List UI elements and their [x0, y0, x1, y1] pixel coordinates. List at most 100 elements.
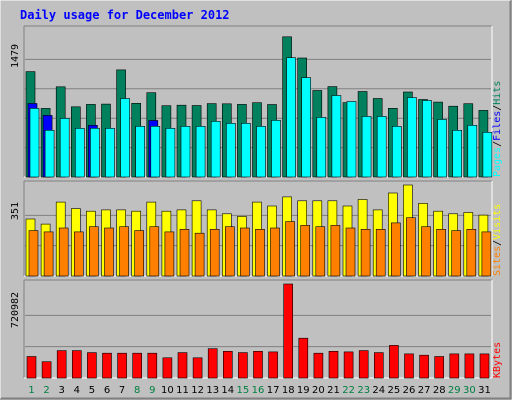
- legend-separator: /: [492, 240, 503, 246]
- chart-panels: 1479Pages/Files/Hits351Sites/Visits72098…: [10, 25, 503, 379]
- bar-kbytes-day-4: [72, 350, 82, 379]
- day-label-6: 6: [104, 385, 110, 396]
- bar-sites-day-7: [119, 226, 129, 277]
- bar-pages-day-14: [226, 123, 236, 178]
- day-label-16: 16: [252, 385, 265, 396]
- bar-sites-day-25: [390, 222, 401, 277]
- bar-pages-day-15: [241, 123, 251, 178]
- day-label-23: 23: [357, 385, 370, 396]
- bar-sites-day-13: [209, 229, 220, 277]
- bar-sites-day-3: [58, 227, 69, 277]
- day-label-22: 22: [342, 385, 355, 396]
- bar-pages-day-2: [44, 130, 55, 178]
- day-label-20: 20: [312, 385, 325, 396]
- bar-sites-day-10: [164, 231, 175, 277]
- panel-kbytes: 720982 KBytes: [10, 279, 503, 379]
- day-label-7: 7: [119, 385, 125, 396]
- bar-pages-day-13: [210, 121, 221, 178]
- bar-pages-day-21: [331, 95, 342, 178]
- bar-pages-day-26: [407, 97, 417, 178]
- legend-item-sites: Sites: [492, 246, 503, 276]
- bar-pages-day-24: [376, 116, 387, 178]
- bar-sites-day-24: [375, 229, 386, 277]
- series-sites: [28, 217, 492, 277]
- bar-pages-day-25: [391, 126, 402, 178]
- day-label-24: 24: [372, 385, 385, 396]
- bar-sites-day-9: [149, 226, 160, 277]
- bar-sites-day-16: [255, 229, 265, 277]
- bar-sites-day-30: [466, 229, 477, 277]
- bar-sites-day-22: [345, 227, 356, 277]
- chart-title: Daily usage for December 2012: [20, 8, 230, 22]
- day-label-2: 2: [43, 385, 49, 396]
- panel-visits-sites: 351 Sites/Visits: [10, 180, 503, 277]
- ymax-label: 1479: [10, 44, 21, 68]
- day-labels: 1 2 3 4 5 6 7 8 9 10 11 12 13 14 15 16 17 18 19 20 21 22 23 24 2…: [28, 385, 491, 396]
- bar-kbytes-day-28: [434, 356, 445, 379]
- bar-pages-day-18: [286, 57, 296, 178]
- bar-pages-day-3: [59, 118, 70, 178]
- bar-kbytes-day-2: [41, 361, 52, 379]
- legend-item-hits: Hits: [492, 81, 503, 105]
- bar-pages-day-29: [452, 130, 463, 178]
- legend-hits-files-pages: Pages/Files/Hits: [492, 81, 503, 177]
- bar-kbytes-day-7: [117, 352, 127, 379]
- legend-visits-sites: Sites/Visits: [492, 204, 503, 276]
- bar-pages-day-5: [90, 128, 100, 178]
- bar-sites-day-2: [43, 231, 54, 277]
- legend-kbytes: KBytes: [492, 342, 503, 378]
- bar-kbytes-day-3: [56, 350, 67, 379]
- bar-pages-day-28: [437, 119, 447, 178]
- day-label-13: 13: [206, 385, 219, 396]
- legend-item-visits: Visits: [492, 204, 503, 240]
- bar-sites-day-6: [104, 227, 114, 277]
- day-label-14: 14: [221, 385, 234, 396]
- bar-pages-day-11: [180, 126, 191, 178]
- day-label-3: 3: [59, 385, 65, 396]
- bar-kbytes-day-24: [373, 352, 384, 379]
- day-label-27: 27: [418, 385, 431, 396]
- bar-kbytes-day-22: [343, 351, 354, 379]
- bar-pages-day-27: [422, 100, 432, 178]
- day-label-1: 1: [28, 385, 34, 396]
- bar-kbytes-day-17: [268, 351, 278, 379]
- bar-kbytes-day-27: [419, 354, 429, 379]
- bar-pages-day-30: [467, 125, 478, 178]
- day-label-9: 9: [149, 385, 155, 396]
- bar-kbytes-day-29: [449, 353, 460, 379]
- bar-pages-day-17: [271, 120, 281, 178]
- ymax-label: 720982: [10, 292, 21, 328]
- legend-item-pages: Pages: [492, 147, 503, 177]
- day-label-11: 11: [176, 385, 189, 396]
- day-label-10: 10: [161, 385, 174, 396]
- bar-pages-day-31: [482, 132, 493, 178]
- legend-separator: /: [492, 141, 503, 147]
- bar-pages-day-19: [301, 77, 312, 178]
- bar-sites-day-23: [360, 229, 371, 277]
- bar-kbytes-day-31: [479, 353, 490, 379]
- bar-pages-day-7: [120, 98, 130, 178]
- series-pages: [29, 57, 493, 178]
- bar-pages-day-4: [75, 128, 85, 178]
- day-label-8: 8: [134, 385, 140, 396]
- bar-kbytes-day-5: [87, 352, 97, 379]
- bar-pages-day-6: [105, 128, 115, 178]
- legend-item-files: Files: [492, 111, 503, 141]
- legend-separator: /: [492, 105, 503, 111]
- bar-sites-day-11: [179, 229, 190, 277]
- bar-sites-day-1: [28, 230, 39, 277]
- bar-sites-day-17: [270, 227, 280, 277]
- day-label-31: 31: [478, 385, 491, 396]
- bar-pages-day-22: [346, 101, 357, 178]
- bar-sites-day-5: [89, 226, 99, 277]
- bar-pages-day-12: [195, 126, 206, 178]
- day-label-25: 25: [388, 385, 401, 396]
- bar-sites-day-21: [330, 225, 341, 277]
- day-label-5: 5: [89, 385, 95, 396]
- bar-kbytes-day-20: [313, 352, 324, 379]
- bar-kbytes-day-21: [328, 350, 339, 379]
- legend-item-kbytes: KBytes: [492, 342, 503, 378]
- bar-kbytes-day-16: [253, 350, 263, 379]
- bar-sites-day-8: [134, 230, 144, 277]
